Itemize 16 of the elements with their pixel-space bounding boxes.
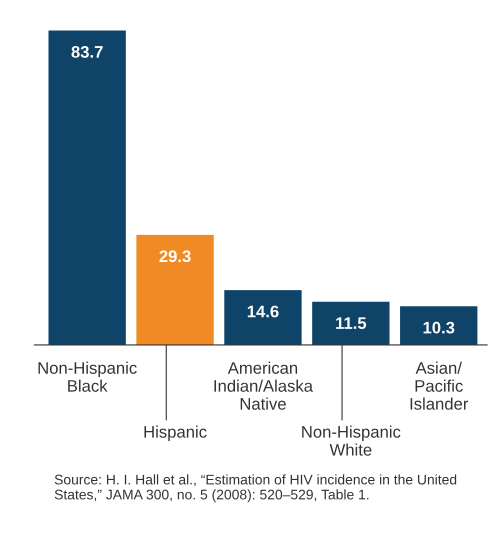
x-tick-label: Non-Hispanic White [302, 426, 400, 456]
data-label: 14.6 [248, 306, 279, 318]
bar [312, 302, 390, 345]
bar [224, 290, 302, 345]
source-note: Source: H. I. Hall et al., “Estimation of HIV incidence in the United States,” JAMA 300, no. 5 (2008): 520–529, Table 1. [54, 474, 456, 502]
x-tick-label: Asian/ Pacific Islander [410, 362, 468, 410]
x-tick-label: Hispanic [144, 426, 207, 442]
bar [136, 234, 214, 345]
data-label: 29.3 [159, 250, 191, 262]
x-tick-label: Non-Hispanic Black [38, 362, 137, 392]
bar [48, 30, 126, 345]
bar [400, 306, 478, 345]
data-label: 83.7 [71, 46, 103, 58]
data-label: 10.3 [424, 322, 454, 334]
x-tick-label: American Indian/Alaska Native [214, 362, 313, 410]
data-label: 11.5 [336, 317, 366, 330]
